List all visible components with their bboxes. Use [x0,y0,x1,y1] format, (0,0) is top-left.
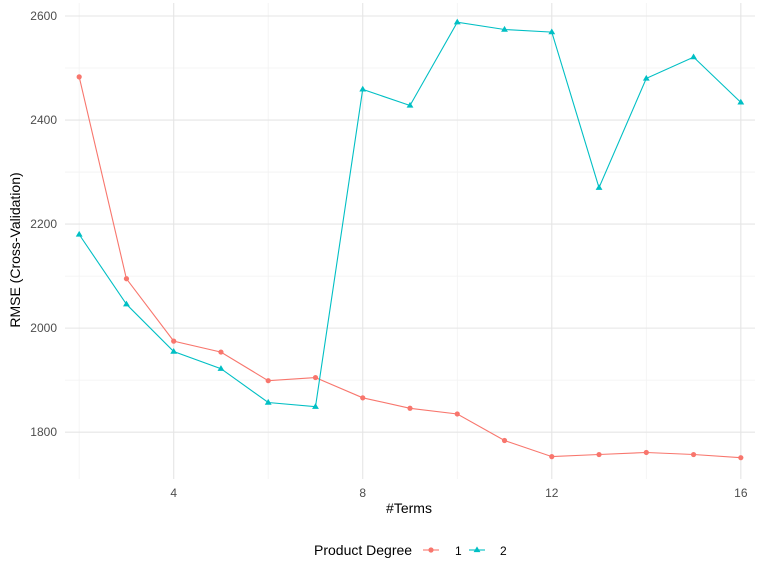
data-point-series-2 [453,18,461,25]
data-point-series-2 [123,300,130,307]
data-point-series-2 [690,53,697,60]
grid-minor-lines [65,3,755,479]
x-axis-tick-labels: 4 8 12 16 [170,486,747,500]
y-axis-title: RMSE (Cross-Validation) [7,172,23,327]
data-point-series-1 [596,451,602,458]
data-point-series-2 [75,230,83,237]
data-point-series-2 [501,25,508,32]
data-point-series-1 [265,378,271,384]
data-point-series-1 [454,411,460,417]
data-point-series-2 [737,98,745,105]
data-point-series-1 [407,405,413,411]
data-point-series-1 [643,449,649,456]
legend-key-marker-1 [428,547,434,553]
data-point-series-1 [501,437,508,444]
data-point-series-1 [123,276,130,282]
x-tick-label: 16 [734,486,748,500]
data-point-series-1 [218,349,224,355]
y-tick-label: 2200 [30,217,57,231]
data-point-series-1 [738,455,744,461]
series-line-2 [78,21,742,408]
series-points [75,18,745,461]
data-point-series-2 [170,347,178,354]
data-point-series-1 [549,454,555,460]
x-axis-title: #Terms [386,500,432,516]
data-point-series-2 [642,74,650,81]
y-tick-label: 2000 [30,321,57,335]
x-tick-label: 4 [170,486,177,500]
series-line-1 [78,76,741,459]
data-point-series-1 [360,395,366,401]
data-point-series-2 [264,398,272,405]
data-point-series-1 [76,74,82,80]
legend-label-1: 1 [455,544,462,558]
y-tick-label: 2400 [30,113,57,127]
legend-key-marker-2 [473,546,481,553]
data-point-series-2 [312,403,319,409]
data-point-series-2 [548,28,556,35]
data-point-series-1 [312,374,319,381]
y-tick-label: 1800 [30,425,57,439]
data-point-series-2 [217,365,225,371]
legend-label-2: 2 [500,544,507,558]
data-point-series-2 [359,85,367,92]
legend-title: Product Degree [314,542,412,558]
data-point-series-2 [406,101,414,108]
x-tick-label: 12 [545,486,559,500]
series-lines [78,21,742,459]
y-tick-label: 2600 [30,9,57,23]
data-point-series-1 [690,451,697,458]
y-axis-tick-labels: 1800 2000 2200 2400 2600 [30,9,57,439]
data-point-series-1 [171,338,177,344]
x-tick-label: 8 [359,486,366,500]
grid-major-lines [65,3,755,479]
data-point-series-2 [595,184,603,190]
